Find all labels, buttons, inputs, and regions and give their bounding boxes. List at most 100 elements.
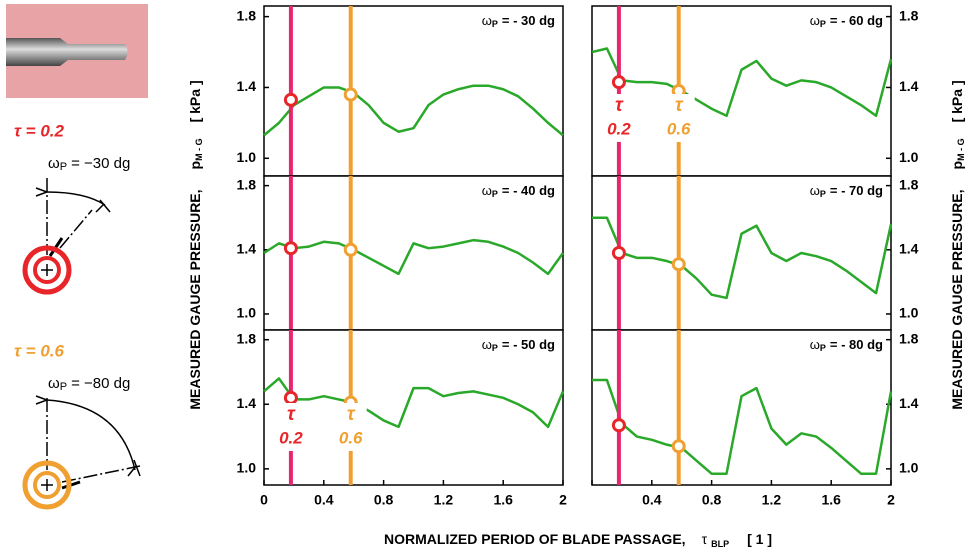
tau-point xyxy=(283,241,298,256)
panel-title: ωP = - 40 dg xyxy=(482,183,555,199)
ring-inner xyxy=(33,256,61,284)
y-tick-label: 1.4 xyxy=(899,78,919,94)
title-omega: ω xyxy=(810,183,820,198)
data-line xyxy=(263,377,565,429)
label-bg xyxy=(662,94,695,142)
x-tick-label: 1.2 xyxy=(434,492,454,508)
title-omega: ω xyxy=(810,13,820,28)
y-axis-label: MEASURED GAUGE PRESSURE,pM - G[ kPa ] xyxy=(187,80,205,409)
tau-symbol: τ xyxy=(287,404,296,425)
x-tick-label: 0.8 xyxy=(374,492,394,508)
x-tick-label: 0.4 xyxy=(314,492,334,508)
x-tick-label: 1.6 xyxy=(821,492,841,508)
y-tick-label: 1.4 xyxy=(899,240,919,256)
tau-label: τ = 0.2 xyxy=(14,121,64,140)
y-tick-label: 1.4 xyxy=(899,395,919,411)
title-text: = - 60 dg xyxy=(830,13,883,28)
tau-point xyxy=(611,75,626,90)
panel-title: ωP = - 50 dg xyxy=(482,337,555,353)
title-omega: ω xyxy=(482,13,492,28)
y-tick-label: 1.0 xyxy=(237,460,257,476)
title-sub: P xyxy=(820,343,826,353)
center-cross xyxy=(41,479,53,491)
tau-point xyxy=(611,246,626,260)
x-axis-label: NORMALIZED PERIOD OF BLADE PASSAGE, τ BLP[… xyxy=(384,531,772,550)
title-sub: P xyxy=(820,189,826,199)
label-bg xyxy=(602,94,635,142)
panel-title: ωP = - 80 dg xyxy=(810,337,883,353)
omega-label: ωP = −30 dg xyxy=(48,155,130,173)
x-tick-label: 0.8 xyxy=(702,492,722,508)
tau-point xyxy=(283,92,298,107)
label-bg xyxy=(334,403,367,451)
y-tick-label: 1.8 xyxy=(237,330,257,346)
data-line xyxy=(263,84,564,137)
plot-frame xyxy=(263,329,564,486)
title-text: = - 30 dg xyxy=(502,13,555,28)
tau-symbol: τ xyxy=(347,404,356,425)
title-sub: P xyxy=(492,189,498,199)
x-tick-label: 1.6 xyxy=(493,492,513,508)
ring-outer xyxy=(22,245,72,295)
plot-frame xyxy=(591,175,892,331)
y-tick-label: 1.4 xyxy=(237,240,257,256)
y-tick-label: 1.8 xyxy=(237,176,257,192)
y-tick-label: 1.4 xyxy=(237,395,257,411)
y-tick-label: 1.0 xyxy=(899,460,919,476)
center-cross xyxy=(41,264,53,276)
title-text: = - 50 dg xyxy=(502,337,555,352)
tau-point xyxy=(343,242,358,257)
tau-value: 0.6 xyxy=(667,119,691,138)
tau-point xyxy=(343,87,358,102)
x-tick-label: 1.2 xyxy=(762,492,782,508)
x-tick-label: 2 xyxy=(887,492,895,508)
tau-symbol: τ xyxy=(675,95,684,116)
y-axis-label: MEASURED GAUGE PRESSURE,pM - G[ kPa ] xyxy=(949,80,967,409)
panel-title: ωP = - 30 dg xyxy=(482,13,555,29)
illustration: τ = 0.2 ωP = −30 dg τ = 0.6 ωP = −80 dg xyxy=(6,4,148,510)
plot-frame xyxy=(591,5,892,177)
label-bg xyxy=(274,403,307,451)
diagram-b xyxy=(35,395,141,490)
x-tick-label: 2 xyxy=(559,492,567,508)
tau-point xyxy=(671,439,686,454)
title-sub: P xyxy=(820,19,826,29)
x-tick-label: 0.4 xyxy=(642,492,662,508)
title-omega: ω xyxy=(482,183,492,198)
y-tick-label: 1.0 xyxy=(899,305,919,321)
title-text: = - 80 dg xyxy=(830,337,883,352)
y-tick-label: 1.0 xyxy=(899,149,919,165)
title-omega: ω xyxy=(482,337,492,352)
y-tick-label: 1.0 xyxy=(237,305,257,321)
panel-title: ωP = - 70 dg xyxy=(810,183,883,199)
plot-frame xyxy=(263,5,564,177)
omega-label: ωP = −80 dg xyxy=(48,375,130,393)
data-line xyxy=(591,47,893,118)
y-tick-label: 1.8 xyxy=(899,330,919,346)
tau-value: 0.2 xyxy=(607,119,631,138)
title-sub: P xyxy=(492,19,498,29)
y-tick-label: 1.0 xyxy=(237,149,257,165)
title-omega: ω xyxy=(810,337,820,352)
tau-point xyxy=(671,257,686,272)
ring-inner xyxy=(33,471,61,499)
y-tick-label: 1.8 xyxy=(237,7,257,23)
diagram-a xyxy=(35,178,111,257)
x-tick-label: 0 xyxy=(260,492,268,508)
plot-frame xyxy=(591,329,892,486)
tau-point xyxy=(283,390,298,405)
title-text: = - 40 dg xyxy=(502,183,555,198)
panel-title: ωP = - 60 dg xyxy=(810,13,883,29)
tau-value: 0.2 xyxy=(279,428,303,447)
tau-label: τ = 0.6 xyxy=(14,341,64,360)
title-sub: P xyxy=(492,343,498,353)
data-line xyxy=(592,378,893,475)
y-tick-label: 1.8 xyxy=(899,7,919,23)
ring-outer xyxy=(22,460,72,510)
title-text: = - 70 dg xyxy=(830,183,883,198)
y-tick-label: 1.8 xyxy=(899,176,919,192)
tau-symbol: τ xyxy=(615,95,624,116)
tau-point xyxy=(611,418,626,433)
photo-rod xyxy=(6,38,128,66)
